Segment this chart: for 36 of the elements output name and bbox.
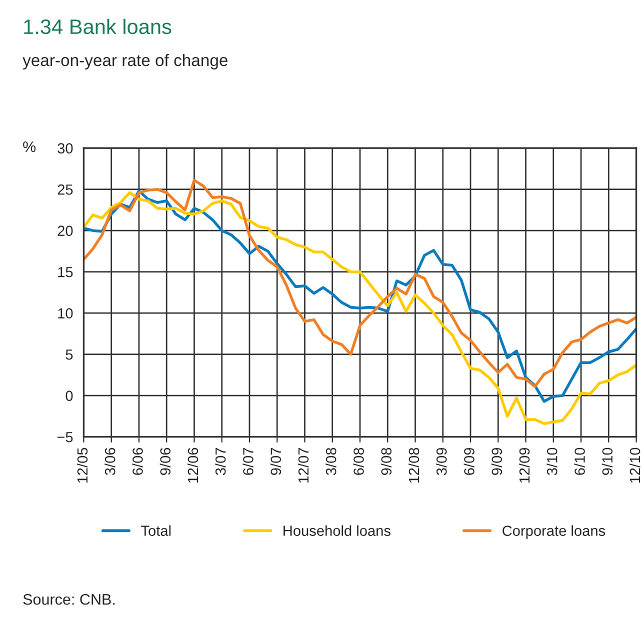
x-tick-label: 12/10 xyxy=(629,448,640,483)
y-tick-label: −5 xyxy=(57,432,73,442)
x-tick-label: 12/08 xyxy=(408,448,420,483)
x-tick-label: 3/10 xyxy=(546,448,558,476)
x-tick-label: 3/07 xyxy=(215,448,226,476)
x-tick-label: 9/09 xyxy=(491,448,502,475)
y-tick-label: 5 xyxy=(66,350,73,360)
x-tick-label: 9/10 xyxy=(602,448,613,475)
x-tick-label: 3/09 xyxy=(436,448,447,476)
y-tick-label: 10 xyxy=(58,308,73,319)
x-tick-label: 3/08 xyxy=(326,448,336,476)
y-tick-label: 30 xyxy=(58,143,73,154)
x-tick-label: 12/09 xyxy=(518,448,530,483)
legend-label: Total xyxy=(141,525,171,536)
chart-subtitle: year-on-year rate of change xyxy=(22,54,228,70)
x-tick-label: 6/07 xyxy=(242,448,254,475)
legend-label: Household loans xyxy=(284,525,390,536)
x-tick-label: 6/10 xyxy=(574,448,585,475)
x-tick-label: 6/08 xyxy=(353,448,364,475)
x-tick-label: 6/06 xyxy=(132,448,143,475)
x-tick-label: 12/05 xyxy=(76,448,88,483)
x-tick-label: 9/08 xyxy=(380,448,392,475)
y-tick-label: 15 xyxy=(58,267,73,278)
x-tick-label: 3/06 xyxy=(104,448,116,476)
y-tick-label: 25 xyxy=(58,184,73,195)
legend-label: Corporate loans xyxy=(502,525,606,539)
source-note: Source: CNB. xyxy=(23,594,115,605)
x-tick-label: 6/09 xyxy=(464,448,474,475)
y-axis-title: % xyxy=(23,141,36,152)
chart-title: 1.34 Bank loans xyxy=(24,18,172,34)
y-tick-label: 0 xyxy=(66,390,73,402)
x-tick-label: 9/06 xyxy=(160,448,171,475)
x-tick-label: 12/07 xyxy=(298,448,309,483)
y-tick-label: 20 xyxy=(58,226,73,236)
x-tick-label: 9/07 xyxy=(270,448,282,475)
x-tick-label: 12/06 xyxy=(187,448,198,483)
